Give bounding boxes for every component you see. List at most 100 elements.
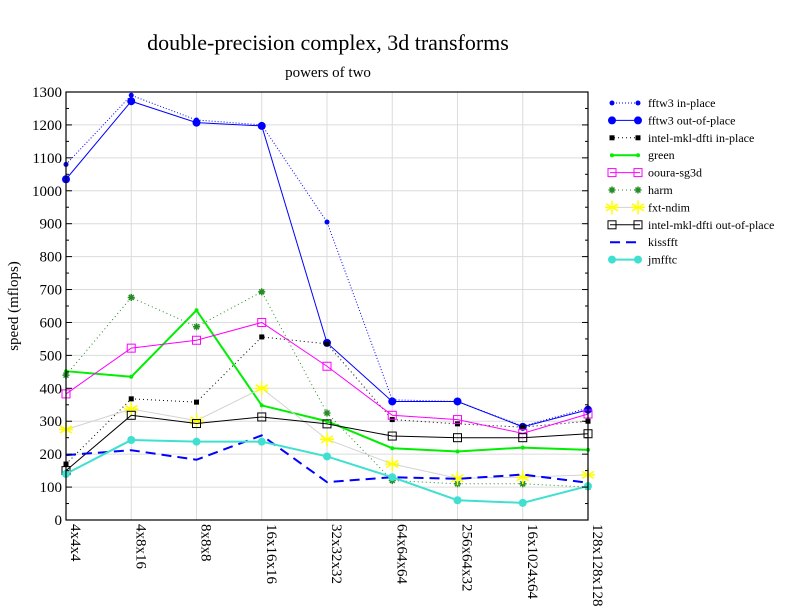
series-kissfft: [65, 434, 589, 484]
marker-dot: [192, 118, 201, 127]
x-tick-label: 256x64x32: [459, 524, 475, 592]
legend-item: ooura-sg3d: [607, 166, 702, 180]
marker-dot: [455, 449, 460, 454]
marker-dot: [453, 397, 462, 406]
marker-dot: [259, 403, 264, 408]
y-tick-label: 500: [40, 348, 63, 364]
marker-dot: [453, 496, 462, 505]
marker-asterisk: [323, 409, 331, 417]
marker-asterisk: [128, 294, 135, 301]
marker-dot: [636, 153, 640, 158]
legend-item: jmfftc: [608, 253, 677, 267]
marker-dot: [610, 153, 614, 158]
marker-asterisk: [634, 186, 642, 194]
x-tick-label: 4x4x4: [67, 524, 83, 562]
marker-square: [257, 412, 267, 422]
marker-dot: [194, 308, 199, 313]
y-tick-label: 700: [40, 283, 63, 299]
marker-square: [607, 168, 617, 178]
marker-asterisk: [258, 288, 265, 295]
marker-square: [194, 399, 199, 405]
y-tick-label: 200: [40, 447, 63, 463]
legend-label: green: [648, 148, 675, 162]
legend-item: green: [610, 148, 675, 162]
legend-label: fftw3 in-place: [648, 96, 715, 110]
marker-square: [609, 135, 615, 141]
x-tick-label: 8x8x8: [198, 524, 214, 562]
marker-dot: [390, 446, 395, 451]
x-tick-label: 4x8x16: [132, 524, 148, 570]
marker-dot: [323, 452, 331, 461]
marker-square: [322, 361, 332, 371]
marker-dot: [608, 116, 616, 125]
y-tick-label: 1200: [32, 118, 62, 134]
legend-item: fxt-ndim: [605, 200, 691, 215]
x-tick-label: 16x1024x64: [524, 524, 540, 600]
marker-square: [387, 410, 397, 420]
legend-label: ooura-sg3d: [648, 166, 702, 180]
marker-square: [324, 341, 330, 347]
legend-item: intel-mkl-dfti out-of-place: [607, 218, 774, 232]
series-jmfftc: [62, 435, 592, 507]
y-tick-label: 300: [40, 414, 63, 430]
y-tick-label: 0: [55, 513, 63, 529]
marker-square: [387, 431, 397, 441]
legend-label: kissfft: [648, 235, 678, 249]
marker-dot: [257, 121, 266, 130]
marker-dot: [192, 437, 201, 446]
marker-dot: [608, 255, 616, 264]
marker-square: [607, 220, 617, 230]
y-tick-label: 800: [40, 250, 63, 266]
marker-square: [126, 410, 136, 420]
marker-square: [633, 220, 643, 230]
chart-subtitle: powers of two: [285, 65, 371, 81]
marker-asterisk: [608, 186, 616, 194]
y-tick-label: 1000: [32, 184, 62, 200]
marker-square: [128, 396, 134, 402]
series-intel-mkl-dfti-out-of-place: [61, 410, 593, 476]
series-line: [65, 414, 589, 471]
series-line: [65, 336, 589, 465]
marker-asterisk: [193, 323, 200, 330]
marker-dot: [518, 498, 527, 507]
marker-square: [257, 317, 267, 327]
marker-square: [518, 433, 528, 443]
x-tick-label: 16x16x16: [263, 524, 279, 585]
y-tick-label: 400: [40, 381, 63, 397]
legend-label: fftw3 out-of-place: [648, 113, 735, 127]
y-tick-label: 1100: [33, 151, 62, 167]
marker-dot: [609, 100, 615, 106]
marker-square: [192, 419, 201, 429]
series-fxt-ndim: [59, 381, 595, 486]
y-tick-label: 1300: [32, 85, 62, 101]
marker-square: [453, 415, 462, 425]
y-tick-label: 600: [40, 315, 63, 331]
marker-dot: [128, 92, 134, 98]
marker-square: [126, 343, 136, 353]
legend-label: intel-mkl-dfti in-place: [648, 131, 754, 145]
marker-square: [633, 168, 643, 178]
series-line: [65, 434, 589, 484]
marker-square: [322, 419, 332, 429]
x-tick-label: 32x32x32: [328, 524, 344, 584]
legend-label: fxt-ndim: [648, 200, 691, 214]
x-tick-label: 64x64x64: [393, 524, 409, 585]
legend-item: fftw3 in-place: [609, 96, 715, 110]
marker-square: [453, 433, 462, 443]
legend-label: harm: [648, 183, 673, 197]
chart-title: double-precision complex, 3d transforms: [147, 30, 509, 55]
marker-square: [259, 334, 265, 340]
marker-dot: [634, 255, 642, 264]
legend-item: intel-mkl-dfti in-place: [609, 131, 754, 145]
legend-label: jmfftc: [647, 253, 677, 267]
y-tick-label: 900: [40, 217, 63, 233]
marker-dot: [324, 219, 330, 225]
marker-dot: [127, 435, 136, 444]
y-tick-label: 100: [40, 480, 63, 496]
marker-dot: [520, 445, 525, 450]
series-line: [65, 321, 589, 434]
marker-dot: [129, 374, 134, 379]
marker-dot: [388, 397, 397, 406]
